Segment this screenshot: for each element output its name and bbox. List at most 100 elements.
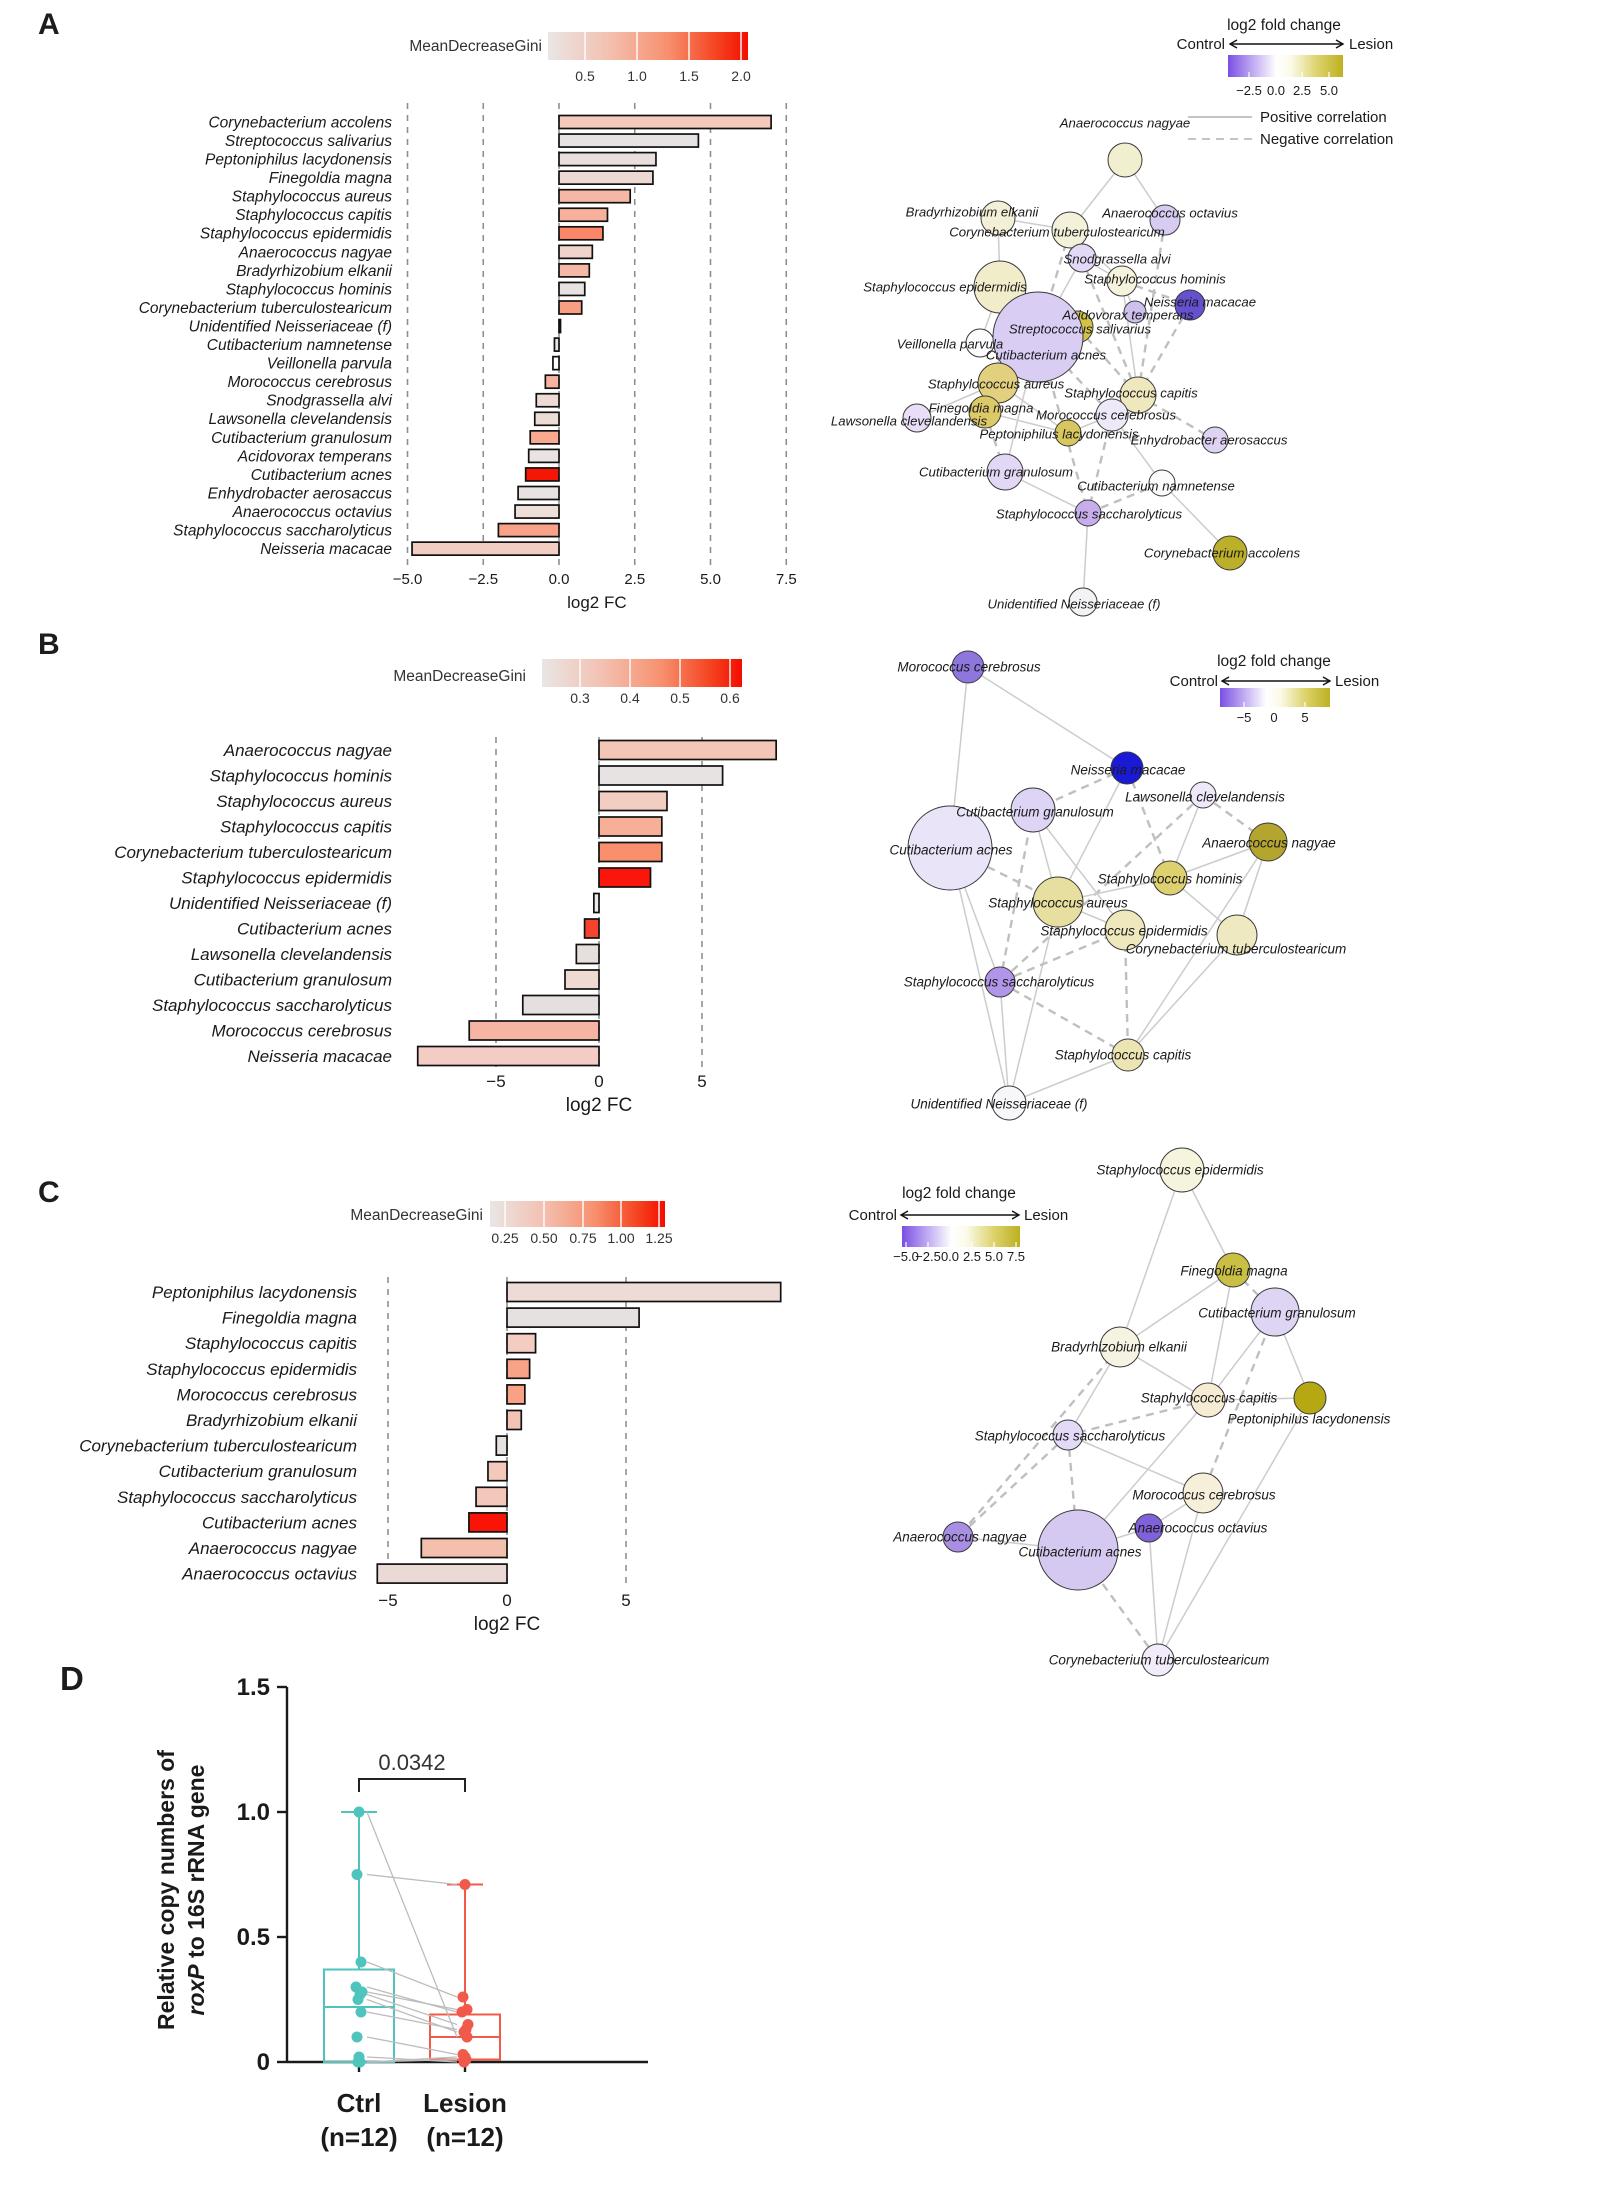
negative-edge — [1036, 229, 1072, 338]
node-staphylococcus-capitis — [1111, 1038, 1145, 1072]
bar-cutibacterium-acnes — [468, 1512, 508, 1533]
species-label: Unidentified Neisseriaceae (f) — [169, 894, 392, 913]
bar-staphylococcus-capitis — [506, 1332, 537, 1354]
node-label: Snodgrassella alvi — [1063, 252, 1171, 267]
bar-staphylococcus-aureus — [598, 790, 668, 812]
network-A: Anaerococcus nagyae Bradyrhizobium elkani… — [831, 17, 1393, 617]
bar-cutibacterium-acnes — [583, 918, 600, 939]
bar-veillonella-parvula — [552, 355, 560, 371]
bar-finegoldia-magna — [558, 170, 654, 185]
negative-correlation-label: Negative correlation — [1260, 131, 1393, 148]
colorbar-tick-label: 7.5 — [1007, 1249, 1025, 1264]
gini-gradient-bar — [548, 32, 748, 60]
negative-edge — [999, 928, 1126, 984]
species-label: Staphylococcus hominis — [226, 281, 393, 298]
positive-edge — [949, 847, 1010, 1104]
bar-staphylococcus-saccharolyticus — [497, 522, 560, 538]
node-anaerococcus-octavius — [1134, 1513, 1164, 1543]
x-tick-label: 5.0 — [700, 571, 721, 588]
species-label: Cutibacterium granulosum — [159, 1462, 357, 1481]
network-B: Morococcus cerebrosus Neisseria macacae Cu… — [889, 650, 1379, 1121]
node-staphylococcus-saccharolyticus — [984, 966, 1016, 998]
node-label: Cutibacterium namnetense — [1077, 479, 1235, 494]
species-label: Snodgrassella alvi — [266, 393, 392, 410]
x-tick-label: −2.5 — [468, 571, 498, 588]
node-label: Corynebacterium tuberculostearicum — [949, 225, 1165, 240]
bar-peptoniphilus-lacydonensis — [506, 1281, 782, 1303]
node-morococcus-cerebrosus — [1182, 1472, 1224, 1514]
species-label: Staphylococcus hominis — [210, 766, 393, 785]
group-n-label: (n=12) — [320, 2122, 397, 2152]
species-label: Staphylococcus epidermidis — [200, 226, 392, 243]
data-point — [352, 2056, 364, 2068]
node-label: Bradyrhizobium elkanii — [1051, 1340, 1188, 1355]
colorbar-tick-label: −5.0 — [893, 1249, 919, 1264]
bar-anaerococcus-octavius — [376, 1563, 508, 1584]
fold-colorbar — [902, 1226, 1020, 1247]
node-label: Morococcus cerebrosus — [897, 660, 1041, 675]
species-label: Staphylococcus aureus — [232, 189, 393, 206]
species-label: Staphylococcus capitis — [235, 207, 392, 224]
bar-staphylococcus-epidermidis — [598, 867, 652, 888]
gini-tick-label: 0.5 — [670, 690, 690, 706]
group-label: Ctrl — [337, 2088, 382, 2118]
node-label: Lawsonella clevelandensis — [1125, 790, 1285, 805]
bar-lawsonella-clevelandensis — [575, 943, 600, 965]
positive-edge — [1127, 841, 1269, 1056]
bar-staphylococcus-hominis — [598, 765, 724, 786]
significance-bracket — [358, 1778, 466, 1792]
positive-edge — [1008, 901, 1059, 1104]
gini-tick-label: 0.75 — [569, 1230, 596, 1246]
node-label: Staphylococcus aureus — [988, 896, 1128, 911]
x-axis-title: log2 FC — [474, 1614, 541, 1635]
data-point — [352, 1994, 364, 2005]
species-label: Morococcus cerebrosus — [212, 1021, 393, 1040]
gini-tick-label: 0.6 — [720, 690, 740, 706]
node-morococcus-cerebrosus — [951, 650, 985, 684]
bar-staphylococcus-epidermidis — [558, 225, 604, 241]
pair-line — [366, 2058, 458, 2063]
species-label: Cutibacterium acnes — [202, 1513, 357, 1532]
gini-tick-label: 1.5 — [679, 68, 699, 84]
species-label: Enhydrobacter aerosaccus — [208, 485, 393, 502]
pair-line — [366, 1873, 458, 1886]
node-label: Staphylococcus capitis — [1141, 1391, 1278, 1406]
lesion-label: Lesion — [1335, 673, 1379, 690]
panel-d-label: D — [60, 1660, 84, 1697]
node-label: Staphylococcus capitis — [1055, 1048, 1192, 1063]
negative-edge — [1136, 219, 1167, 396]
control-label: Control — [849, 1207, 897, 1224]
positive-edge — [1008, 1054, 1129, 1104]
node-label: Anaerococcus octavius — [1101, 206, 1238, 221]
bar-bradyrhizobium-elkanii — [558, 263, 591, 278]
bar-streptococcus-salivarius — [558, 133, 700, 148]
node-label: Corynebacterium tuberculostearicum — [1049, 1653, 1270, 1668]
bar-chart-A: −5.0 −2.5 0.0 2.5 5.0 7.5 log2 FC Corynebacteri… — [139, 32, 797, 612]
arrowhead-icon — [899, 1210, 909, 1220]
bar-anaerococcus-nagyae — [598, 739, 778, 761]
species-label: Lawsonella clevelandensis — [208, 411, 392, 428]
x-tick-label: −5 — [486, 1072, 505, 1091]
colorbar-tick-label: 0 — [1270, 710, 1277, 725]
node-staphylococcus-hominis — [1152, 860, 1188, 896]
node-label: Anaerococcus nagyae — [1201, 836, 1336, 851]
node-label: Anaerococcus octavius — [1128, 1521, 1268, 1536]
bar-staphylococcus-hominis — [558, 281, 586, 297]
bar-neisseria-macacae — [416, 1045, 600, 1067]
bar-morococcus-cerebrosus — [468, 1020, 600, 1041]
x-tick-label: 5 — [621, 1591, 630, 1610]
x-tick-label: 0.0 — [549, 571, 570, 588]
gini-tick-label: 0.50 — [530, 1230, 557, 1246]
lesion-label: Lesion — [1024, 1207, 1068, 1224]
arrowhead-icon — [1220, 676, 1230, 686]
node-corynebacterium-tuberculostearicum — [1216, 914, 1258, 956]
x-tick-label: 2.5 — [624, 571, 645, 588]
node-label: Finegoldia magna — [1180, 1264, 1288, 1279]
negative-edge — [1123, 929, 1130, 1056]
positive-edge — [1207, 1269, 1234, 1401]
gini-legend-title: MeanDecreaseGini — [350, 1207, 483, 1224]
species-label: Cutibacterium acnes — [237, 919, 392, 938]
node-label: Staphylococcus epidermidis — [863, 280, 1027, 295]
bar-corynebacterium-accolens — [558, 114, 772, 130]
negative-edge — [1066, 1434, 1080, 1551]
